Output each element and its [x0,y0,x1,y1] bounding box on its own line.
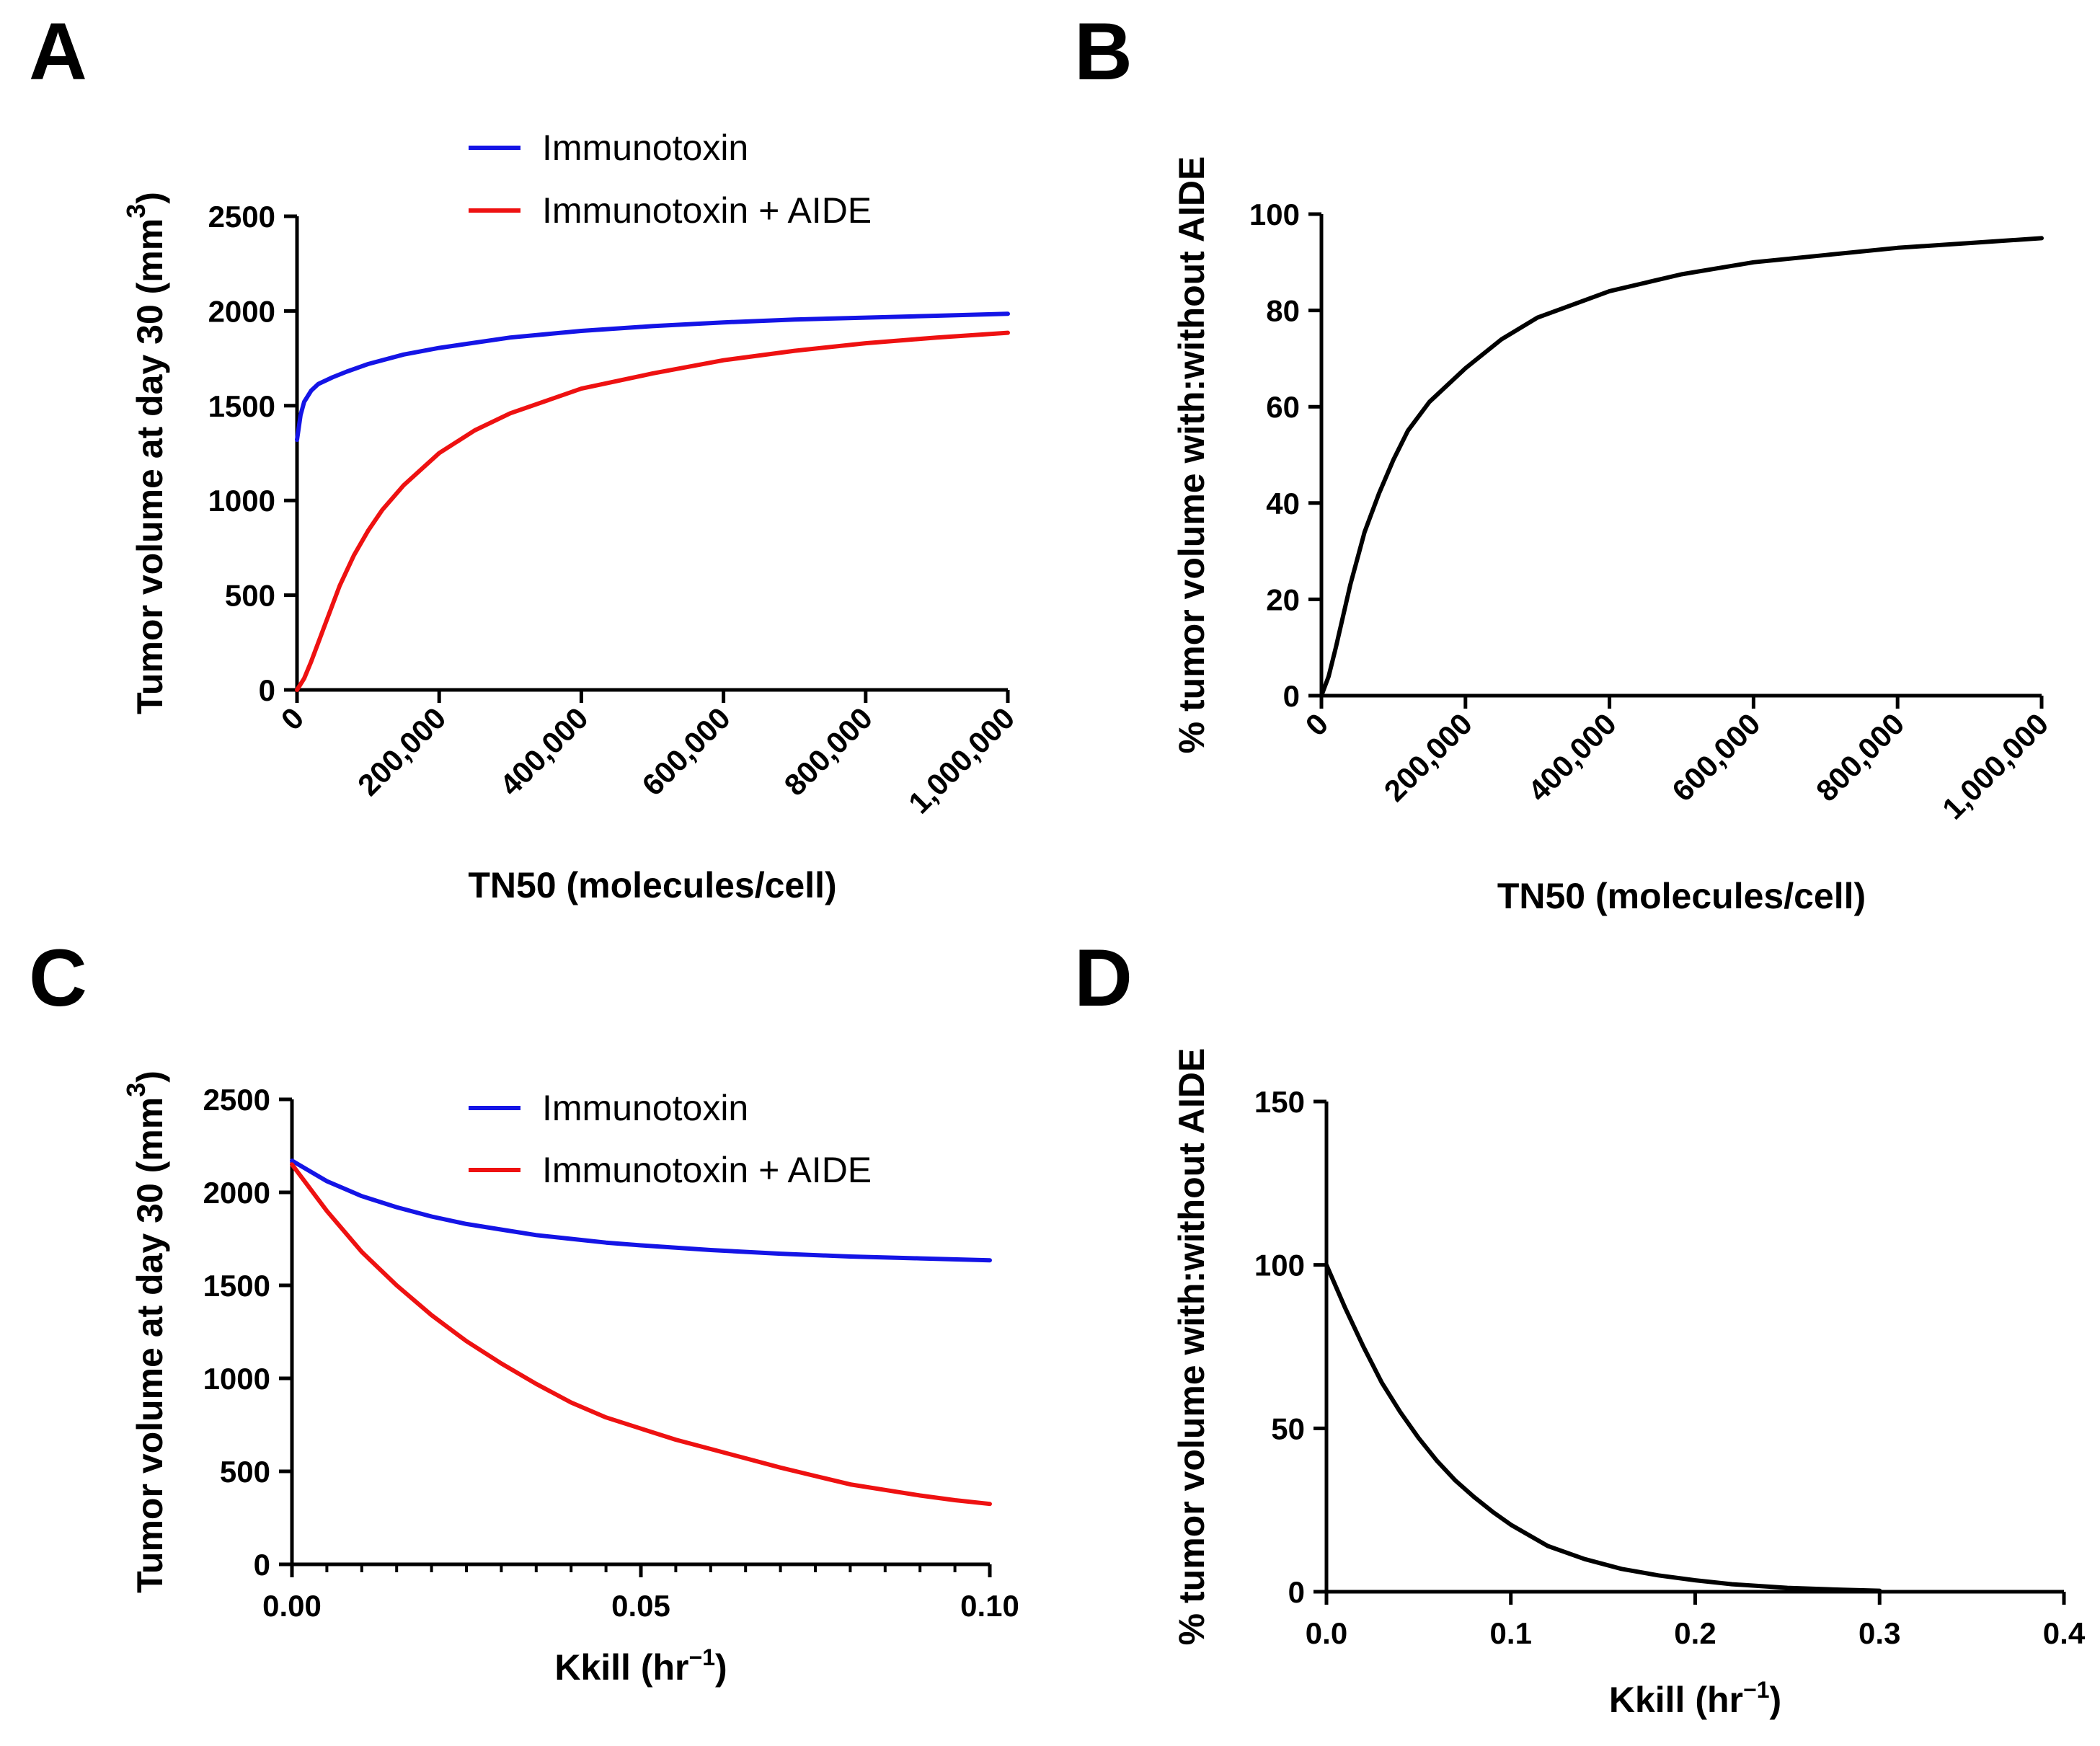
y-tick-label-a: 2000 [208,294,275,328]
x-tick-label-a: 400,000 [493,701,595,802]
legend-label-c-2: Immunotoxin + AIDE [542,1150,872,1190]
y-axis-title-d: % tumor volume with:without AIDE [1171,1048,1212,1646]
panel-label-b: B [1074,6,1133,97]
y-tick-label-b: 0 [1283,679,1300,713]
x-tick-label-a: 200,000 [351,701,453,802]
y-tick-label-d: 0 [1288,1575,1305,1609]
y-tick-label-a: 1000 [208,484,275,518]
x-tick-label-c: 0.10 [960,1589,1019,1623]
y-tick-label-c: 1000 [203,1362,270,1396]
series-line-d-1 [1324,1262,1882,1593]
legend-label-a-1: Immunotoxin [542,128,748,168]
x-axis-title-d: Kkill (hr−1) [1609,1677,1781,1720]
panel-label-d: D [1074,933,1133,1023]
y-tick-label-c: 500 [220,1455,270,1489]
x-tick-label-a: 1,000,000 [902,701,1021,820]
y-tick-label-c: 0 [254,1548,270,1582]
x-axis-title-a: TN50 (molecules/cell) [468,865,836,905]
series-line-a-2 [295,330,1010,692]
y-tick-label-a: 0 [259,673,275,707]
y-tick-label-b: 60 [1266,390,1300,424]
panel-a-chart: 0 500 1000 1500 2000 2500 0 200,000 400,000 600,0… [121,128,1021,905]
x-axis-title-c: Kkill (hr−1) [554,1644,727,1688]
x-tick-label-b: 0 [1299,706,1335,743]
series-line-a-1 [295,311,1010,443]
panel-label-c: C [29,933,87,1023]
x-tick-label-b: 1,000,000 [1936,706,2055,825]
x-tick-label-d: 0.3 [1858,1616,1900,1650]
x-tick-label-a: 600,000 [635,701,737,802]
y-tick-label-b: 40 [1266,487,1300,520]
y-tick-label-a: 2500 [208,200,275,234]
x-tick-label-b: 200,000 [1378,706,1479,808]
x-tick-label-b: 600,000 [1665,706,1767,808]
y-tick-label-b: 80 [1266,294,1300,328]
y-tick-label-d: 150 [1254,1085,1305,1119]
legend-label-c-1: Immunotoxin [542,1088,748,1128]
x-tick-label-d: 0.0 [1306,1616,1347,1650]
series-line-b-1 [1319,236,2044,698]
x-tick-label-d: 0.2 [1674,1616,1716,1650]
y-tick-label-a: 1500 [208,389,275,423]
series-line-c-1 [290,1158,992,1263]
x-tick-label-c: 0.00 [262,1589,322,1623]
x-tick-label-a: 800,000 [778,701,880,802]
y-axis-title-c: Tumor volume at day 30 (mm3) [121,1071,170,1593]
y-tick-label-d: 50 [1271,1412,1305,1445]
panel-b-chart: 0 20 40 60 80 100 0 200,000 400,000 600,000 800,00… [1171,156,2055,916]
x-tick-label-d: 0.1 [1490,1616,1532,1650]
x-axis-title-b: TN50 (molecules/cell) [1497,876,1866,916]
panel-c-chart: 0 500 1000 1500 2000 2500 0.00 0.05 0.10 Kkill (h… [121,1071,1019,1688]
y-tick-label-a: 500 [225,579,275,613]
x-tick-label-c: 0.05 [611,1589,670,1623]
panel-label-a: A [29,6,87,97]
y-tick-label-b: 100 [1249,198,1300,231]
legend-label-a-2: Immunotoxin + AIDE [542,190,872,231]
x-tick-label-b: 400,000 [1521,706,1623,808]
y-tick-label-c: 2000 [203,1176,270,1210]
series-line-c-2 [290,1162,992,1507]
y-tick-label-d: 100 [1254,1249,1305,1282]
y-axis-title-a: Tumor volume at day 30 (mm3) [121,192,170,714]
y-tick-label-c: 1500 [203,1269,270,1303]
y-tick-label-b: 20 [1266,582,1300,616]
x-tick-label-d: 0.4 [2043,1616,2086,1650]
y-tick-label-c: 2500 [203,1083,270,1117]
x-tick-label-b: 800,000 [1809,706,1911,808]
x-tick-label-a: 0 [275,701,311,737]
y-axis-title-b: % tumor volume with:without AIDE [1171,156,1212,754]
panel-d-chart: 0 50 100 150 0.0 0.1 0.2 0.3 0.4 Kkill (hr−1) % tu… [1171,1048,2086,1720]
